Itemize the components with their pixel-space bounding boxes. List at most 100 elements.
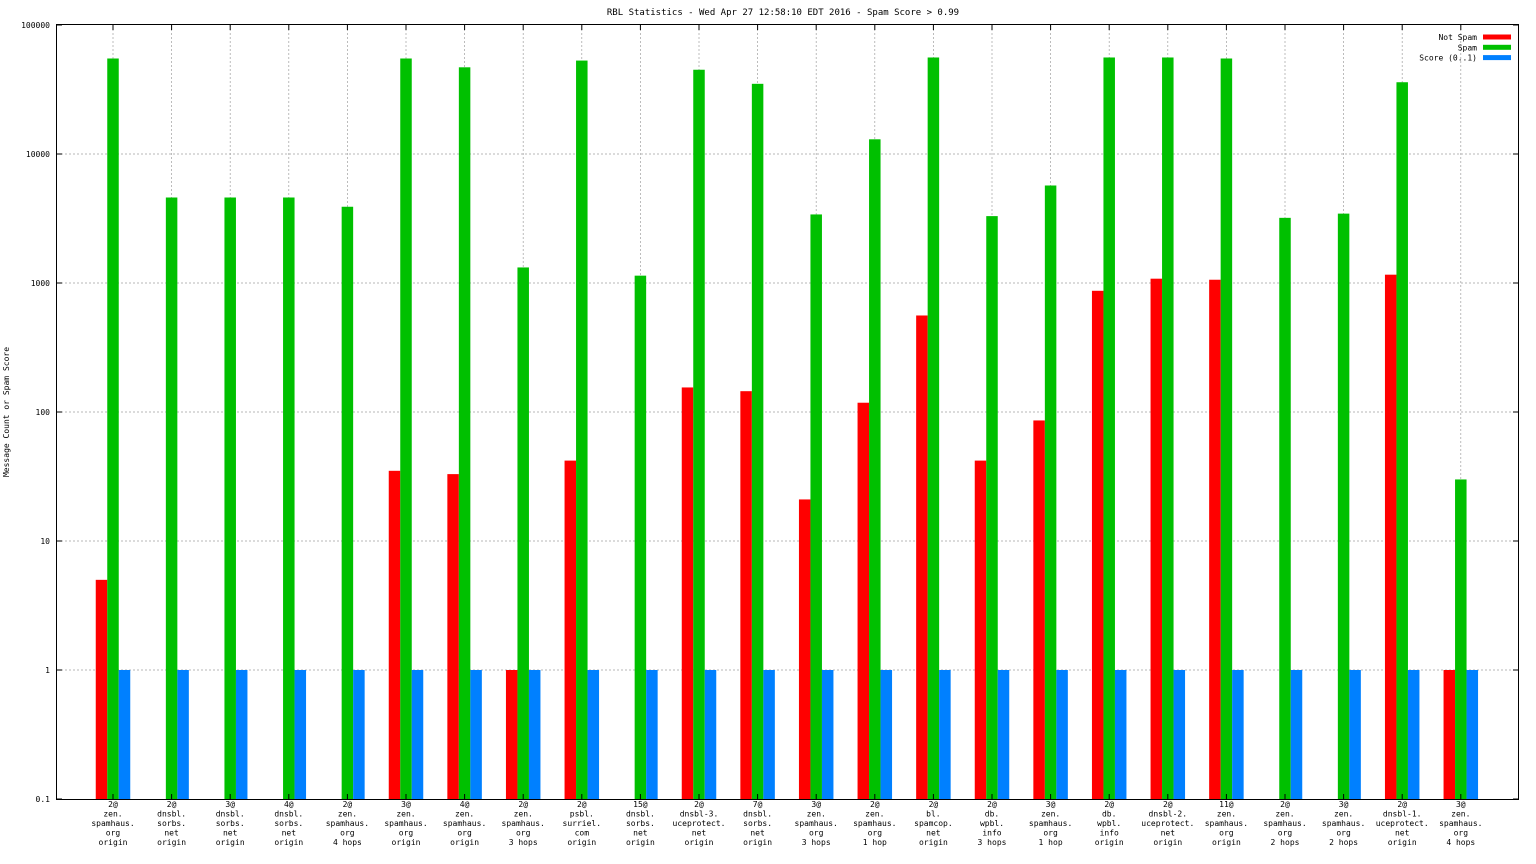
bar-not-spam	[95, 579, 108, 799]
bar-spam	[458, 67, 471, 799]
bar-score-0-1	[1407, 670, 1420, 799]
x-tick-label: 3@ zen. spamhaus. org 1 hop	[1029, 800, 1072, 847]
legend-swatch	[1483, 34, 1511, 40]
x-tick-label: 4@ dnsbl. sorbs. net origin	[274, 800, 303, 847]
bar-score-0-1	[587, 670, 600, 799]
bar-spam	[634, 275, 647, 799]
x-tick-label: 15@ dnsbl. sorbs. net origin	[626, 800, 655, 847]
bar-not-spam	[857, 402, 870, 799]
bar-score-0-1	[704, 670, 717, 799]
bar-spam	[1455, 479, 1467, 799]
x-tick-label: 2@ dnsbl-1. uceprotect. net origin	[1376, 800, 1429, 847]
bar-spam	[283, 197, 295, 799]
y-tick-label: 10	[40, 537, 50, 546]
x-tick-label: 2@ db. wpbl. info 3 hops	[978, 800, 1007, 847]
bar-score-0-1	[1232, 670, 1244, 799]
bar-spam	[1162, 57, 1174, 799]
bar-spam	[400, 58, 412, 799]
x-tick-label: 2@ dnsbl. sorbs. net origin	[157, 800, 186, 847]
bar-score-0-1	[411, 670, 424, 799]
x-tick-label: 2@ dnsbl-2. uceprotect. net origin	[1141, 800, 1194, 847]
bar-not-spam	[505, 670, 518, 799]
bar-spam	[751, 83, 764, 799]
x-tick-label: 2@ dnsbl-3. uceprotect. net origin	[673, 800, 726, 847]
x-tick-label: 3@ zen. spamhaus. org 2 hops	[1322, 800, 1365, 847]
bar-not-spam	[1209, 279, 1221, 799]
bar-score-0-1	[177, 670, 189, 799]
bar-spam	[1279, 217, 1291, 800]
bar-score-0-1	[353, 670, 365, 799]
bar-not-spam	[798, 499, 811, 799]
bar-score-0-1	[880, 670, 893, 799]
x-tick-label: 2@ zen. spamhaus. org 4 hops	[326, 800, 369, 847]
bar-spam	[1044, 185, 1057, 800]
bar-spam	[165, 197, 178, 799]
bar-spam	[869, 139, 881, 800]
bar-spam	[341, 206, 354, 799]
bar-not-spam	[974, 460, 987, 799]
bar-score-0-1	[470, 670, 482, 799]
bar-not-spam	[916, 315, 928, 799]
bar-spam	[224, 197, 236, 799]
bar-score-0-1	[294, 670, 307, 799]
bar-not-spam	[1443, 670, 1456, 799]
bar-spam	[1220, 58, 1233, 799]
bar-not-spam	[740, 391, 752, 799]
x-axis-ticks: 2@ zen. spamhaus. org origin 2@ dnsbl. sorbs. ne…	[91, 25, 1482, 847]
y-axis-label: Message Count or Spam Score	[2, 347, 11, 477]
y-tick-label: 10000	[26, 150, 50, 159]
bar-spam	[1396, 82, 1408, 799]
x-tick-label: 4@ zen. spamhaus. org origin	[443, 800, 486, 847]
bar-score-0-1	[118, 670, 131, 799]
x-tick-label: 2@ zen. spamhaus. org origin	[91, 800, 134, 847]
bar-spam	[107, 58, 119, 799]
x-tick-label: 2@ bl. spamcop. net origin	[914, 800, 953, 847]
bar-score-0-1	[821, 670, 834, 799]
bar-score-0-1	[235, 670, 248, 799]
legend-label: Not Spam	[1438, 33, 1477, 42]
bar-score-0-1	[1349, 670, 1361, 799]
bar-score-0-1	[528, 670, 541, 799]
legend-swatch	[1483, 55, 1511, 61]
legend-swatch	[1483, 44, 1511, 50]
bars	[95, 57, 1479, 800]
x-tick-label: 7@ dnsbl. sorbs. net origin	[743, 800, 772, 847]
x-tick-label: 3@ zen. spamhaus. org origin	[384, 800, 427, 847]
x-tick-label: 3@ dnsbl. sorbs. net origin	[216, 800, 245, 847]
bar-score-0-1	[939, 670, 951, 799]
y-tick-label: 100	[36, 408, 51, 417]
bar-spam	[693, 69, 705, 799]
x-tick-label: 3@ zen. spamhaus. org 3 hops	[795, 800, 838, 847]
bar-not-spam	[1091, 290, 1104, 799]
bar-not-spam	[564, 460, 577, 799]
bar-spam	[1337, 213, 1350, 799]
bar-not-spam	[447, 474, 459, 799]
x-tick-label: 2@ db. wpbl. info origin	[1095, 800, 1124, 847]
bar-score-0-1	[1466, 670, 1479, 799]
bar-spam	[1103, 57, 1115, 799]
plot-frame	[56, 24, 1519, 800]
bar-spam	[810, 214, 822, 800]
y-tick-label: 100000	[21, 21, 50, 30]
bar-score-0-1	[1290, 670, 1303, 799]
y-axis-ticks: 0.1 1 10 100 1000 10000 100000	[21, 21, 1518, 804]
bar-not-spam	[681, 387, 694, 799]
y-tick-label: 0.1	[36, 795, 51, 804]
x-tick-label: 2@ zen. spamhaus. org 2 hops	[1263, 800, 1306, 847]
x-tick-label: 3@ zen. spamhaus. org 4 hops	[1439, 800, 1482, 847]
bar-score-0-1	[1056, 670, 1068, 799]
bar-score-0-1	[646, 670, 658, 799]
x-tick-label: 2@ zen. spamhaus. org 1 hop	[853, 800, 896, 847]
legend-label: Spam	[1458, 43, 1477, 52]
bar-score-0-1	[997, 670, 1010, 799]
x-tick-label: 2@ psbl. surriel. com origin	[563, 800, 602, 847]
bar-not-spam	[1150, 278, 1163, 799]
y-tick-label: 1	[45, 666, 50, 675]
bar-not-spam	[388, 470, 401, 799]
x-tick-label: 11@ zen. spamhaus. org origin	[1205, 800, 1248, 847]
bar-spam	[576, 60, 588, 799]
bar-score-0-1	[1173, 670, 1186, 799]
x-tick-label: 2@ zen. spamhaus. org 3 hops	[502, 800, 545, 847]
